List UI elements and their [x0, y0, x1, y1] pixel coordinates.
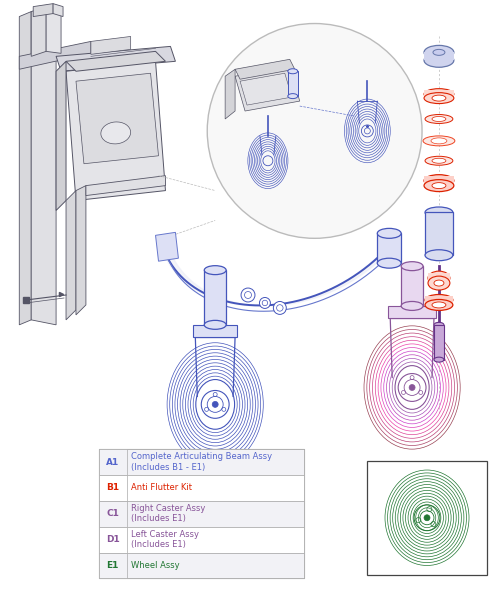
Polygon shape [235, 66, 300, 111]
Polygon shape [76, 73, 158, 164]
Text: E1: E1 [106, 561, 119, 570]
Bar [99, 527, 126, 553]
Text: Left Caster Assy
(Includes E1): Left Caster Assy (Includes E1) [130, 530, 198, 550]
Ellipse shape [425, 115, 453, 124]
Text: Wheel Assy: Wheel Assy [130, 561, 180, 570]
Polygon shape [31, 12, 56, 325]
Bar [288, 72, 298, 96]
Ellipse shape [204, 320, 226, 329]
Ellipse shape [425, 300, 453, 310]
Polygon shape [53, 4, 63, 17]
Circle shape [207, 24, 422, 238]
Bar [434, 325, 444, 360]
Bar [204, 270, 226, 325]
Polygon shape [235, 59, 295, 79]
Text: Right Caster Assy
(Includes E1): Right Caster Assy (Includes E1) [130, 504, 205, 524]
Ellipse shape [423, 136, 455, 146]
Bar [99, 475, 126, 501]
Bar [368, 461, 486, 576]
Ellipse shape [434, 357, 444, 362]
Polygon shape [56, 61, 66, 210]
Bar [99, 553, 304, 579]
Text: Anti Flutter Kit: Anti Flutter Kit [130, 483, 192, 492]
Text: C1: C1 [106, 509, 119, 518]
Ellipse shape [432, 158, 446, 163]
Polygon shape [66, 190, 76, 320]
Polygon shape [46, 7, 61, 53]
Bar [425, 296, 453, 305]
Ellipse shape [424, 93, 454, 103]
Bar [425, 212, 453, 255]
Bar [99, 553, 126, 579]
Ellipse shape [428, 276, 450, 290]
Ellipse shape [101, 122, 130, 144]
Ellipse shape [425, 156, 453, 165]
Polygon shape [66, 51, 166, 72]
Ellipse shape [425, 250, 453, 261]
Polygon shape [20, 12, 31, 325]
Ellipse shape [432, 302, 446, 308]
Polygon shape [20, 41, 91, 69]
Circle shape [274, 301, 286, 314]
Ellipse shape [424, 180, 454, 191]
Ellipse shape [424, 53, 454, 67]
Bar [434, 325, 444, 360]
Text: A1: A1 [106, 457, 120, 466]
Polygon shape [225, 69, 235, 119]
Circle shape [409, 385, 415, 391]
Bar [99, 449, 304, 579]
Ellipse shape [433, 50, 445, 56]
Ellipse shape [434, 322, 444, 327]
Bar [424, 176, 454, 186]
Ellipse shape [424, 175, 454, 187]
Bar [425, 212, 453, 255]
Ellipse shape [401, 301, 423, 310]
Ellipse shape [425, 294, 453, 306]
Bar [99, 527, 304, 553]
Bar [99, 501, 304, 527]
Ellipse shape [424, 46, 454, 59]
Bar [99, 449, 126, 475]
Bar [428, 273, 450, 283]
Bar [99, 501, 126, 527]
Polygon shape [240, 73, 292, 105]
Ellipse shape [432, 95, 446, 101]
Polygon shape [388, 306, 436, 318]
Polygon shape [33, 4, 53, 17]
Polygon shape [194, 325, 237, 337]
Ellipse shape [432, 116, 446, 122]
Circle shape [212, 401, 218, 407]
Bar [401, 266, 423, 306]
Bar [99, 475, 304, 501]
Polygon shape [31, 7, 46, 56]
Ellipse shape [378, 228, 401, 238]
Polygon shape [91, 37, 130, 54]
Polygon shape [86, 176, 166, 196]
Text: Complete Articulating Beam Assy
(Includes B1 - E1): Complete Articulating Beam Assy (Include… [130, 452, 272, 472]
Circle shape [424, 515, 430, 521]
Text: B1: B1 [106, 483, 120, 492]
Polygon shape [56, 46, 176, 72]
Ellipse shape [431, 138, 447, 144]
Polygon shape [76, 186, 86, 315]
Bar [378, 233, 401, 263]
Ellipse shape [425, 207, 453, 218]
Bar [424, 53, 454, 60]
Bar [99, 449, 304, 475]
Polygon shape [66, 61, 166, 200]
Ellipse shape [434, 280, 444, 286]
Text: D1: D1 [106, 535, 120, 544]
Ellipse shape [204, 266, 226, 275]
Bar [424, 90, 454, 98]
Ellipse shape [378, 258, 401, 268]
Ellipse shape [401, 262, 423, 271]
Ellipse shape [424, 89, 454, 100]
Ellipse shape [288, 93, 298, 99]
Ellipse shape [432, 183, 446, 189]
Circle shape [260, 297, 270, 309]
Circle shape [241, 288, 255, 302]
Polygon shape [156, 232, 178, 261]
Ellipse shape [288, 69, 298, 74]
Ellipse shape [428, 271, 450, 285]
